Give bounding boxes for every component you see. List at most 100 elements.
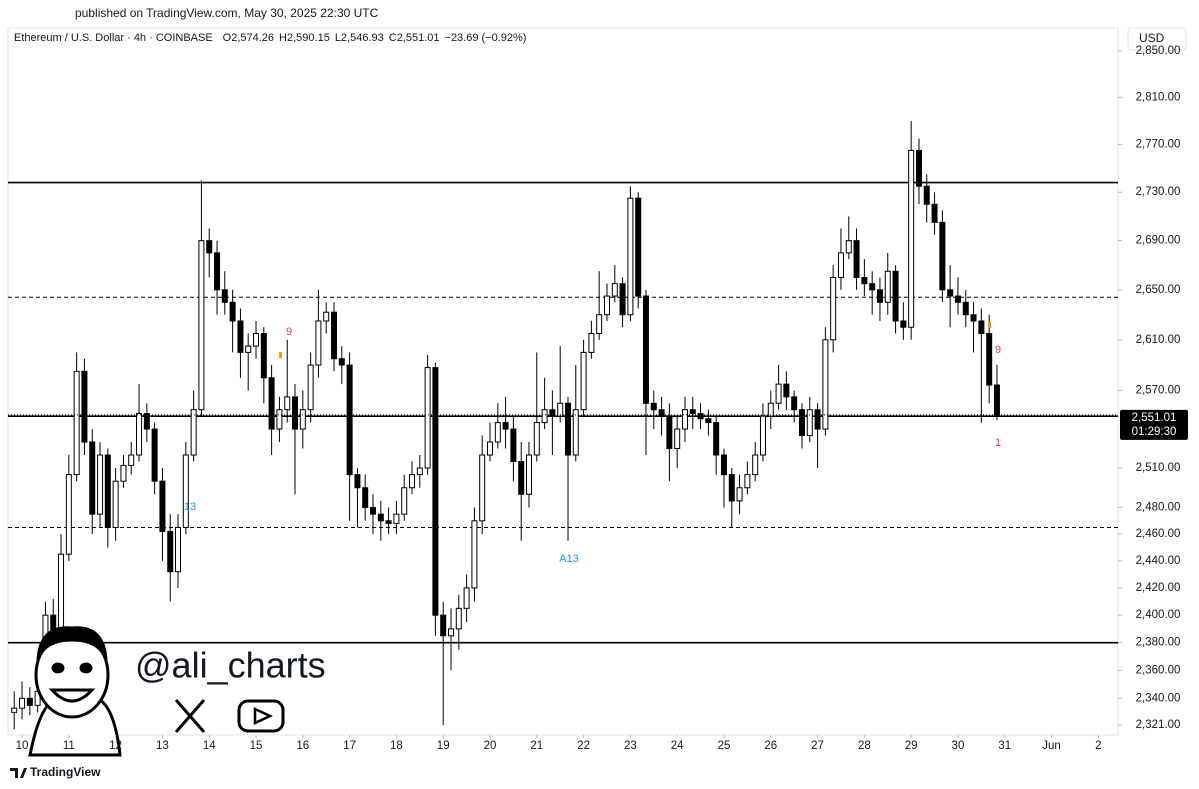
footer: TradingView xyxy=(30,765,101,779)
header: published on TradingView.com, May 30, 20… xyxy=(75,6,379,20)
candle-body xyxy=(253,333,260,347)
candle-body xyxy=(954,295,961,303)
candle-body xyxy=(986,333,993,386)
candle-body xyxy=(510,428,517,463)
candle-body xyxy=(338,358,345,366)
x-tick-label: 20 xyxy=(484,740,497,752)
candle-body xyxy=(182,454,189,528)
avatar-eye xyxy=(79,662,93,674)
candle-body xyxy=(642,295,649,404)
candle-body xyxy=(143,413,150,430)
candle-body xyxy=(284,396,291,411)
candle-body xyxy=(260,333,267,379)
candle-body xyxy=(931,203,938,223)
candle-body xyxy=(89,441,96,515)
candle-body xyxy=(104,454,111,528)
annotation: 13 xyxy=(184,501,196,513)
x-tick-label: 30 xyxy=(952,740,965,752)
candle-body xyxy=(206,240,213,254)
candle-body xyxy=(798,409,805,437)
candle-body xyxy=(455,607,462,630)
candle-body xyxy=(557,402,564,417)
y-tick-label: 2,510.00 xyxy=(1136,462,1181,474)
legend-value: C2,551.01 xyxy=(389,32,440,44)
x-tick-label: 14 xyxy=(203,740,216,752)
candle-body xyxy=(666,415,673,449)
candle-body xyxy=(658,409,665,417)
candle-body xyxy=(533,422,540,456)
x-tick-label: 2 xyxy=(1095,740,1101,752)
candle-body xyxy=(689,409,696,415)
candle-body xyxy=(603,295,610,316)
candle-body xyxy=(128,454,135,466)
plot: 9 13 A13 9 1 xyxy=(8,120,1118,730)
y-tick-label: 2,321.00 xyxy=(1136,719,1181,731)
candle-body xyxy=(650,402,657,411)
y-tick-label: 2,570.00 xyxy=(1136,385,1181,397)
x-tick-label: 21 xyxy=(530,740,543,752)
annotation: A13 xyxy=(559,553,579,565)
candle-body xyxy=(728,474,735,502)
candle-body xyxy=(377,513,384,522)
annotation: 1 xyxy=(995,437,1001,449)
youtube-logo[interactable] xyxy=(237,699,285,733)
candle-body xyxy=(448,628,455,637)
x-tick-label: 31 xyxy=(998,740,1011,752)
candle-body xyxy=(744,474,751,489)
candle-body xyxy=(237,320,244,353)
y-tick-label: 2,690.00 xyxy=(1136,235,1181,247)
y-tick-label: 2,340.00 xyxy=(1136,692,1181,704)
candle-body xyxy=(159,480,166,532)
candle-body xyxy=(993,384,1000,416)
candle-body xyxy=(479,454,486,522)
candle-body xyxy=(915,149,922,187)
candle-body xyxy=(775,383,782,404)
candle-body xyxy=(627,197,634,316)
legend-value: −23.69 (−0.92%) xyxy=(445,32,527,44)
candle-body xyxy=(175,526,182,573)
candle-body xyxy=(385,520,392,524)
x-tick-label: 27 xyxy=(811,740,824,752)
candle-body xyxy=(837,252,844,278)
currency-box[interactable] xyxy=(1127,27,1187,51)
candle-body xyxy=(923,185,930,205)
x-tick-label: 11 xyxy=(63,740,75,752)
candle-body xyxy=(190,409,197,456)
annotation: 9 xyxy=(995,344,1001,356)
legend: Ethereum / U.S. Dollar · 4h · COINBASE O… xyxy=(14,32,526,44)
signal-marker xyxy=(279,352,282,358)
x-tick-label: 16 xyxy=(296,740,309,752)
candle-body xyxy=(73,370,80,476)
y-tick-label: 2,420.00 xyxy=(1136,582,1181,594)
candle-body xyxy=(767,402,774,417)
x-tick-label: 25 xyxy=(718,740,731,752)
candle-body xyxy=(681,409,688,430)
y-tick-label: 2,650.00 xyxy=(1136,284,1181,296)
avatar xyxy=(28,626,122,757)
candle-body xyxy=(884,270,891,303)
candle-body xyxy=(291,396,298,430)
candle-body xyxy=(697,413,704,420)
candle-body xyxy=(822,339,829,430)
candle-body xyxy=(315,320,322,366)
candle-body xyxy=(362,487,369,509)
candle-body xyxy=(588,333,595,353)
x-logo[interactable] xyxy=(174,699,206,733)
y-tick-label: 2,850.00 xyxy=(1136,45,1181,57)
annotation: 9 xyxy=(286,326,292,338)
candle-body xyxy=(759,415,766,456)
x-tick-label: 15 xyxy=(250,740,263,752)
candle-body xyxy=(565,402,572,456)
candle-body xyxy=(26,697,33,706)
y-tick-label: 2,380.00 xyxy=(1136,637,1181,649)
candle-body xyxy=(752,454,759,476)
y-tick-label: 2,770.00 xyxy=(1136,138,1181,150)
youtube-play xyxy=(253,707,273,725)
candle-body xyxy=(167,530,174,573)
x-tick-label: 24 xyxy=(671,740,684,752)
avatar-mouth xyxy=(48,688,96,703)
candle-body xyxy=(81,370,88,443)
candle-body xyxy=(806,409,813,437)
